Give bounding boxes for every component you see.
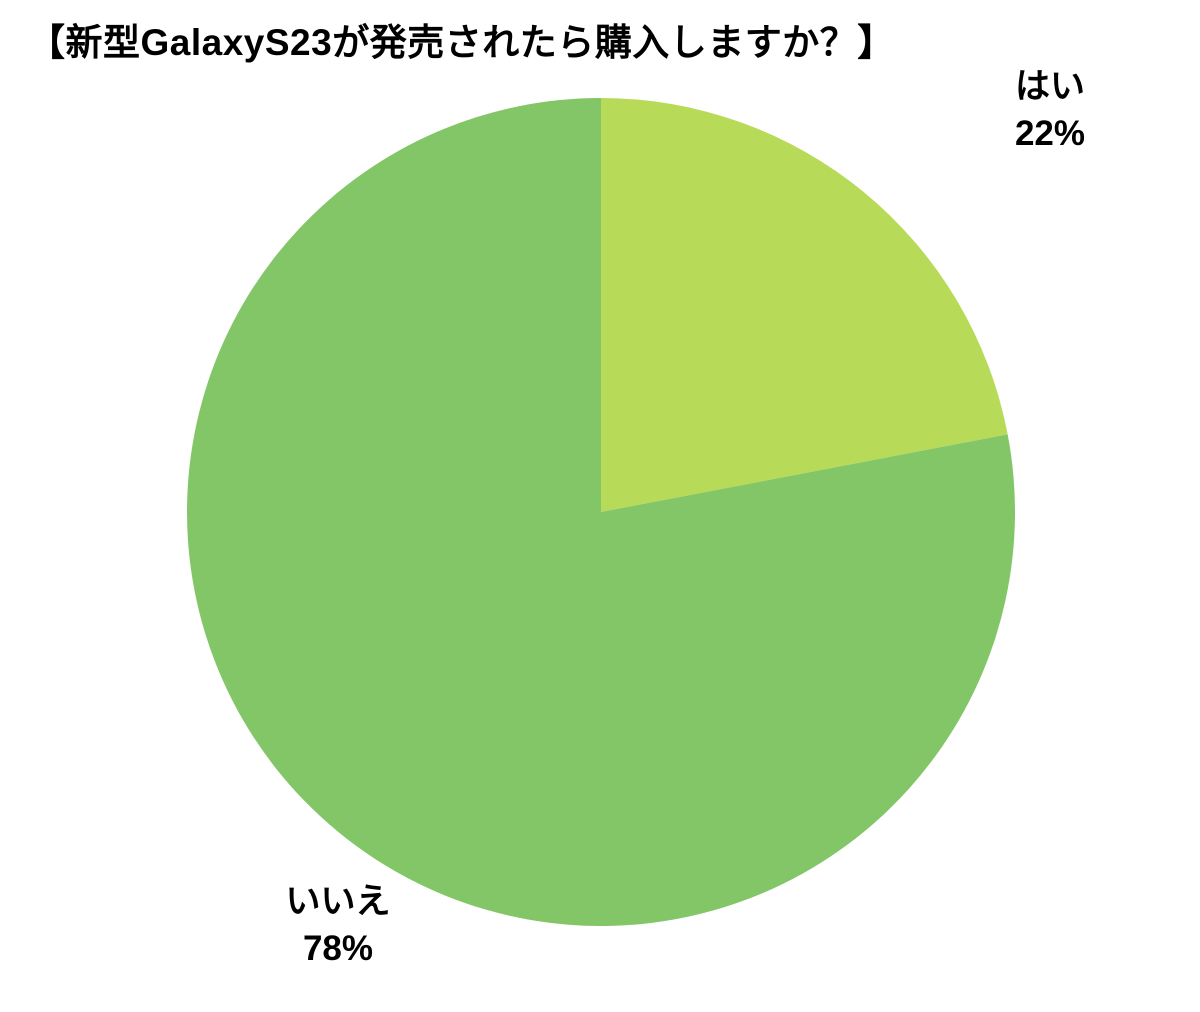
pie-svg: [187, 98, 1015, 926]
slice-label-no-value: 78%: [303, 929, 373, 968]
page-root: 【新型GalaxyS23が発売されたら購入しますか？】 はい 22% いいえ 7…: [0, 0, 1200, 1012]
chart-title: 【新型GalaxyS23が発売されたら購入しますか？】: [28, 12, 895, 66]
pie-chart: [187, 98, 1015, 926]
slice-label-no: いいえ 78%: [285, 878, 390, 973]
slice-label-yes: はい 22%: [1015, 63, 1085, 158]
slice-label-no-name: いいえ: [285, 882, 390, 921]
slice-label-yes-value: 22%: [1015, 114, 1085, 153]
slice-label-yes-name: はい: [1015, 67, 1085, 106]
